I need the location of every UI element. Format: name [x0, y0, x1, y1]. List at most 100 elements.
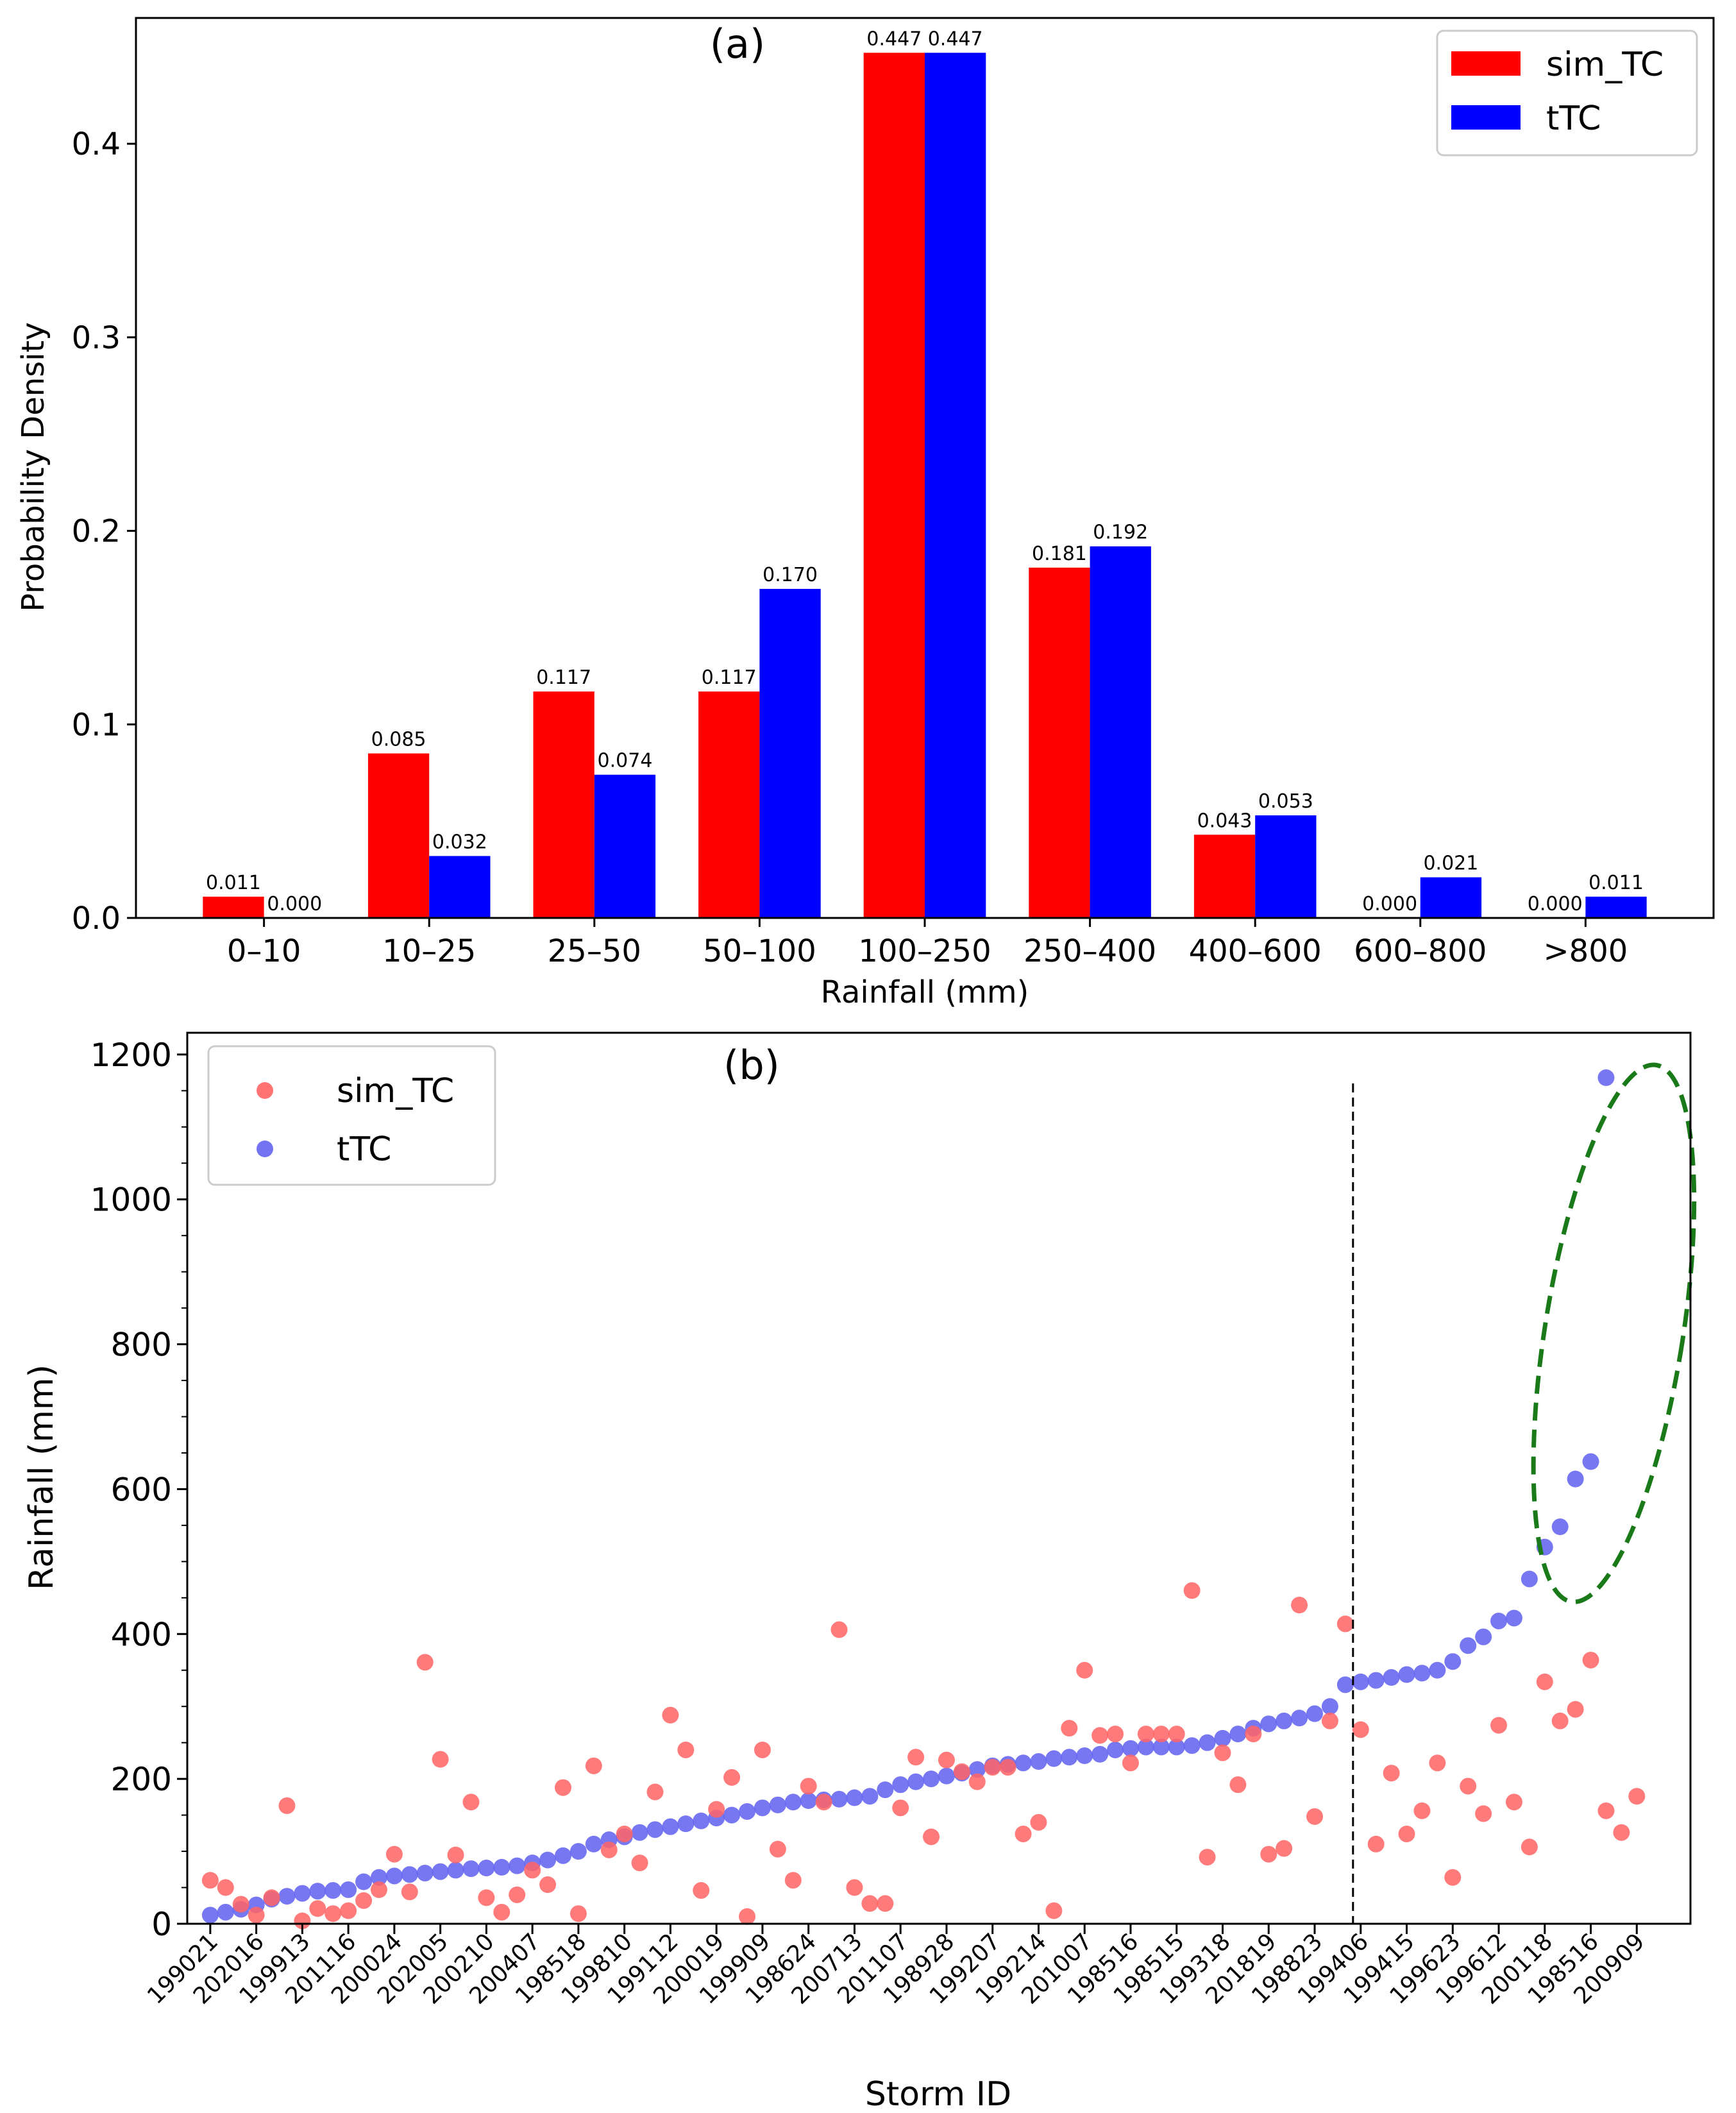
- y-tick-label: 800: [111, 1327, 172, 1364]
- sim-tc-point: [693, 1882, 710, 1899]
- ttc-point: [754, 1799, 771, 1817]
- ttc-point: [1490, 1612, 1508, 1629]
- y-tick-label: 0.0: [72, 901, 121, 937]
- ttc-point: [1183, 1737, 1201, 1754]
- sim-tc-point: [1107, 1726, 1124, 1743]
- x-tick-label: 100–250: [858, 933, 991, 969]
- ttc-point: [509, 1857, 526, 1874]
- ttc-point: [1045, 1750, 1063, 1767]
- sim-tc-point: [1015, 1825, 1032, 1842]
- sim-tc-point: [1567, 1701, 1584, 1718]
- y-tick-label: 400: [111, 1616, 172, 1653]
- sim-tc-point: [1306, 1808, 1323, 1825]
- sim-tc-point: [201, 1872, 219, 1889]
- sim-tc-point: [217, 1879, 234, 1896]
- panel-a-x-ticks: 0–10 10–25 25–50 50–100 100–250 250–400 400–60…: [227, 918, 1628, 969]
- ttc-point: [1168, 1738, 1185, 1756]
- ttc-point: [1444, 1653, 1462, 1670]
- x-tick-label: 250–400: [1024, 933, 1156, 969]
- ttc-point: [1597, 1069, 1615, 1087]
- ttc-point: [1336, 1676, 1354, 1693]
- bar-value-label: 0.000: [1362, 893, 1417, 915]
- panel-a-y-axis-label: Probability Density: [15, 322, 51, 611]
- ttc-point: [1107, 1741, 1124, 1758]
- sim-tc-point: [1061, 1720, 1078, 1737]
- panel-a-legend: sim_TC tTC: [1436, 30, 1698, 157]
- ttc-point: [1122, 1740, 1139, 1757]
- sim-tc-point: [1460, 1778, 1477, 1795]
- sim-tc-point: [1551, 1712, 1569, 1729]
- sim-tc-point: [401, 1883, 418, 1901]
- bar-sim-tc: [203, 896, 264, 918]
- ttc-point: [1505, 1609, 1522, 1627]
- sim-tc-point: [1505, 1794, 1522, 1811]
- ttc-point: [1199, 1734, 1216, 1751]
- sim-tc-point: [1398, 1825, 1415, 1842]
- ttc-point: [1061, 1749, 1078, 1766]
- sim-tc-point: [1521, 1838, 1538, 1856]
- bar-value-label: 0.043: [1197, 810, 1252, 832]
- ttc-point: [294, 1885, 311, 1902]
- sim-tc-point: [1276, 1840, 1293, 1857]
- sim-tc-point: [1045, 1902, 1063, 1919]
- sim-tc-point: [739, 1908, 756, 1925]
- ttc-point: [1091, 1745, 1109, 1763]
- panel-b-highlight-ellipse: [1531, 1062, 1697, 1604]
- sim-tc-point: [1229, 1776, 1247, 1794]
- panel-b-legend-box: [207, 1045, 496, 1186]
- sim-tc-point: [1214, 1744, 1231, 1761]
- bar-value-label: 0.117: [702, 666, 757, 689]
- ttc-point: [1551, 1518, 1569, 1536]
- ttc-point: [723, 1806, 741, 1824]
- bar-value-label: 0.000: [267, 893, 322, 915]
- bar-value-label: 0.192: [1093, 522, 1148, 544]
- sim-tc-point: [263, 1889, 280, 1906]
- ttc-point: [1214, 1729, 1231, 1747]
- sim-tc-point: [830, 1621, 848, 1638]
- sim-tc-point: [232, 1896, 249, 1913]
- ttc-point: [585, 1835, 602, 1853]
- ttc-point: [1152, 1738, 1170, 1756]
- bar-ttc: [1585, 896, 1647, 918]
- bar-value-label: 0.032: [432, 831, 487, 853]
- sim-tc-point: [708, 1801, 725, 1818]
- panel-b-axes-frame: [186, 1031, 1692, 1925]
- panel-b-label: (b): [723, 1042, 780, 1089]
- ttc-point: [846, 1789, 863, 1806]
- ttc-point: [1398, 1666, 1415, 1683]
- panel-a-bar-value-labels: 0.011 0.085 0.117 0.117 0.447 0.181 0.043 0.000…: [206, 28, 1644, 915]
- ttc-point: [1076, 1747, 1093, 1765]
- sim-tc-point: [1183, 1582, 1201, 1599]
- sim-tc-point: [1429, 1754, 1446, 1772]
- sim-tc-point: [555, 1779, 571, 1796]
- sim-tc-point: [662, 1706, 679, 1724]
- ttc-point: [493, 1858, 510, 1876]
- y-tick-label: 1000: [90, 1182, 172, 1219]
- y-tick-label: 0.4: [72, 126, 121, 162]
- sim-tc-point: [784, 1872, 802, 1889]
- ttc-point: [739, 1803, 756, 1820]
- ttc-point: [877, 1781, 894, 1799]
- bar-ttc: [429, 856, 491, 918]
- bar-sim-tc: [1193, 835, 1256, 918]
- bar-sim-tc: [698, 691, 760, 918]
- sim-tc-point: [432, 1751, 449, 1768]
- panel-b-legend-marker-ttc: [257, 1141, 273, 1157]
- bar-value-label: 0.447: [928, 28, 983, 50]
- ttc-point: [1521, 1570, 1538, 1588]
- sim-tc-point: [1122, 1754, 1139, 1772]
- ttc-point: [784, 1794, 802, 1811]
- ttc-point: [1321, 1698, 1338, 1715]
- bar-ttc: [925, 53, 986, 918]
- ttc-point: [201, 1906, 219, 1924]
- x-tick-label: 50–100: [703, 933, 816, 969]
- sim-tc-point: [1475, 1805, 1492, 1822]
- panel-b-legend-label-sim-tc: sim_TC: [337, 1072, 454, 1110]
- ttc-point: [907, 1773, 925, 1790]
- ttc-point: [968, 1761, 986, 1778]
- ttc-point: [569, 1843, 587, 1860]
- ttc-point: [555, 1847, 571, 1864]
- ttc-point: [278, 1888, 296, 1905]
- x-tick-label: 0–10: [227, 933, 301, 969]
